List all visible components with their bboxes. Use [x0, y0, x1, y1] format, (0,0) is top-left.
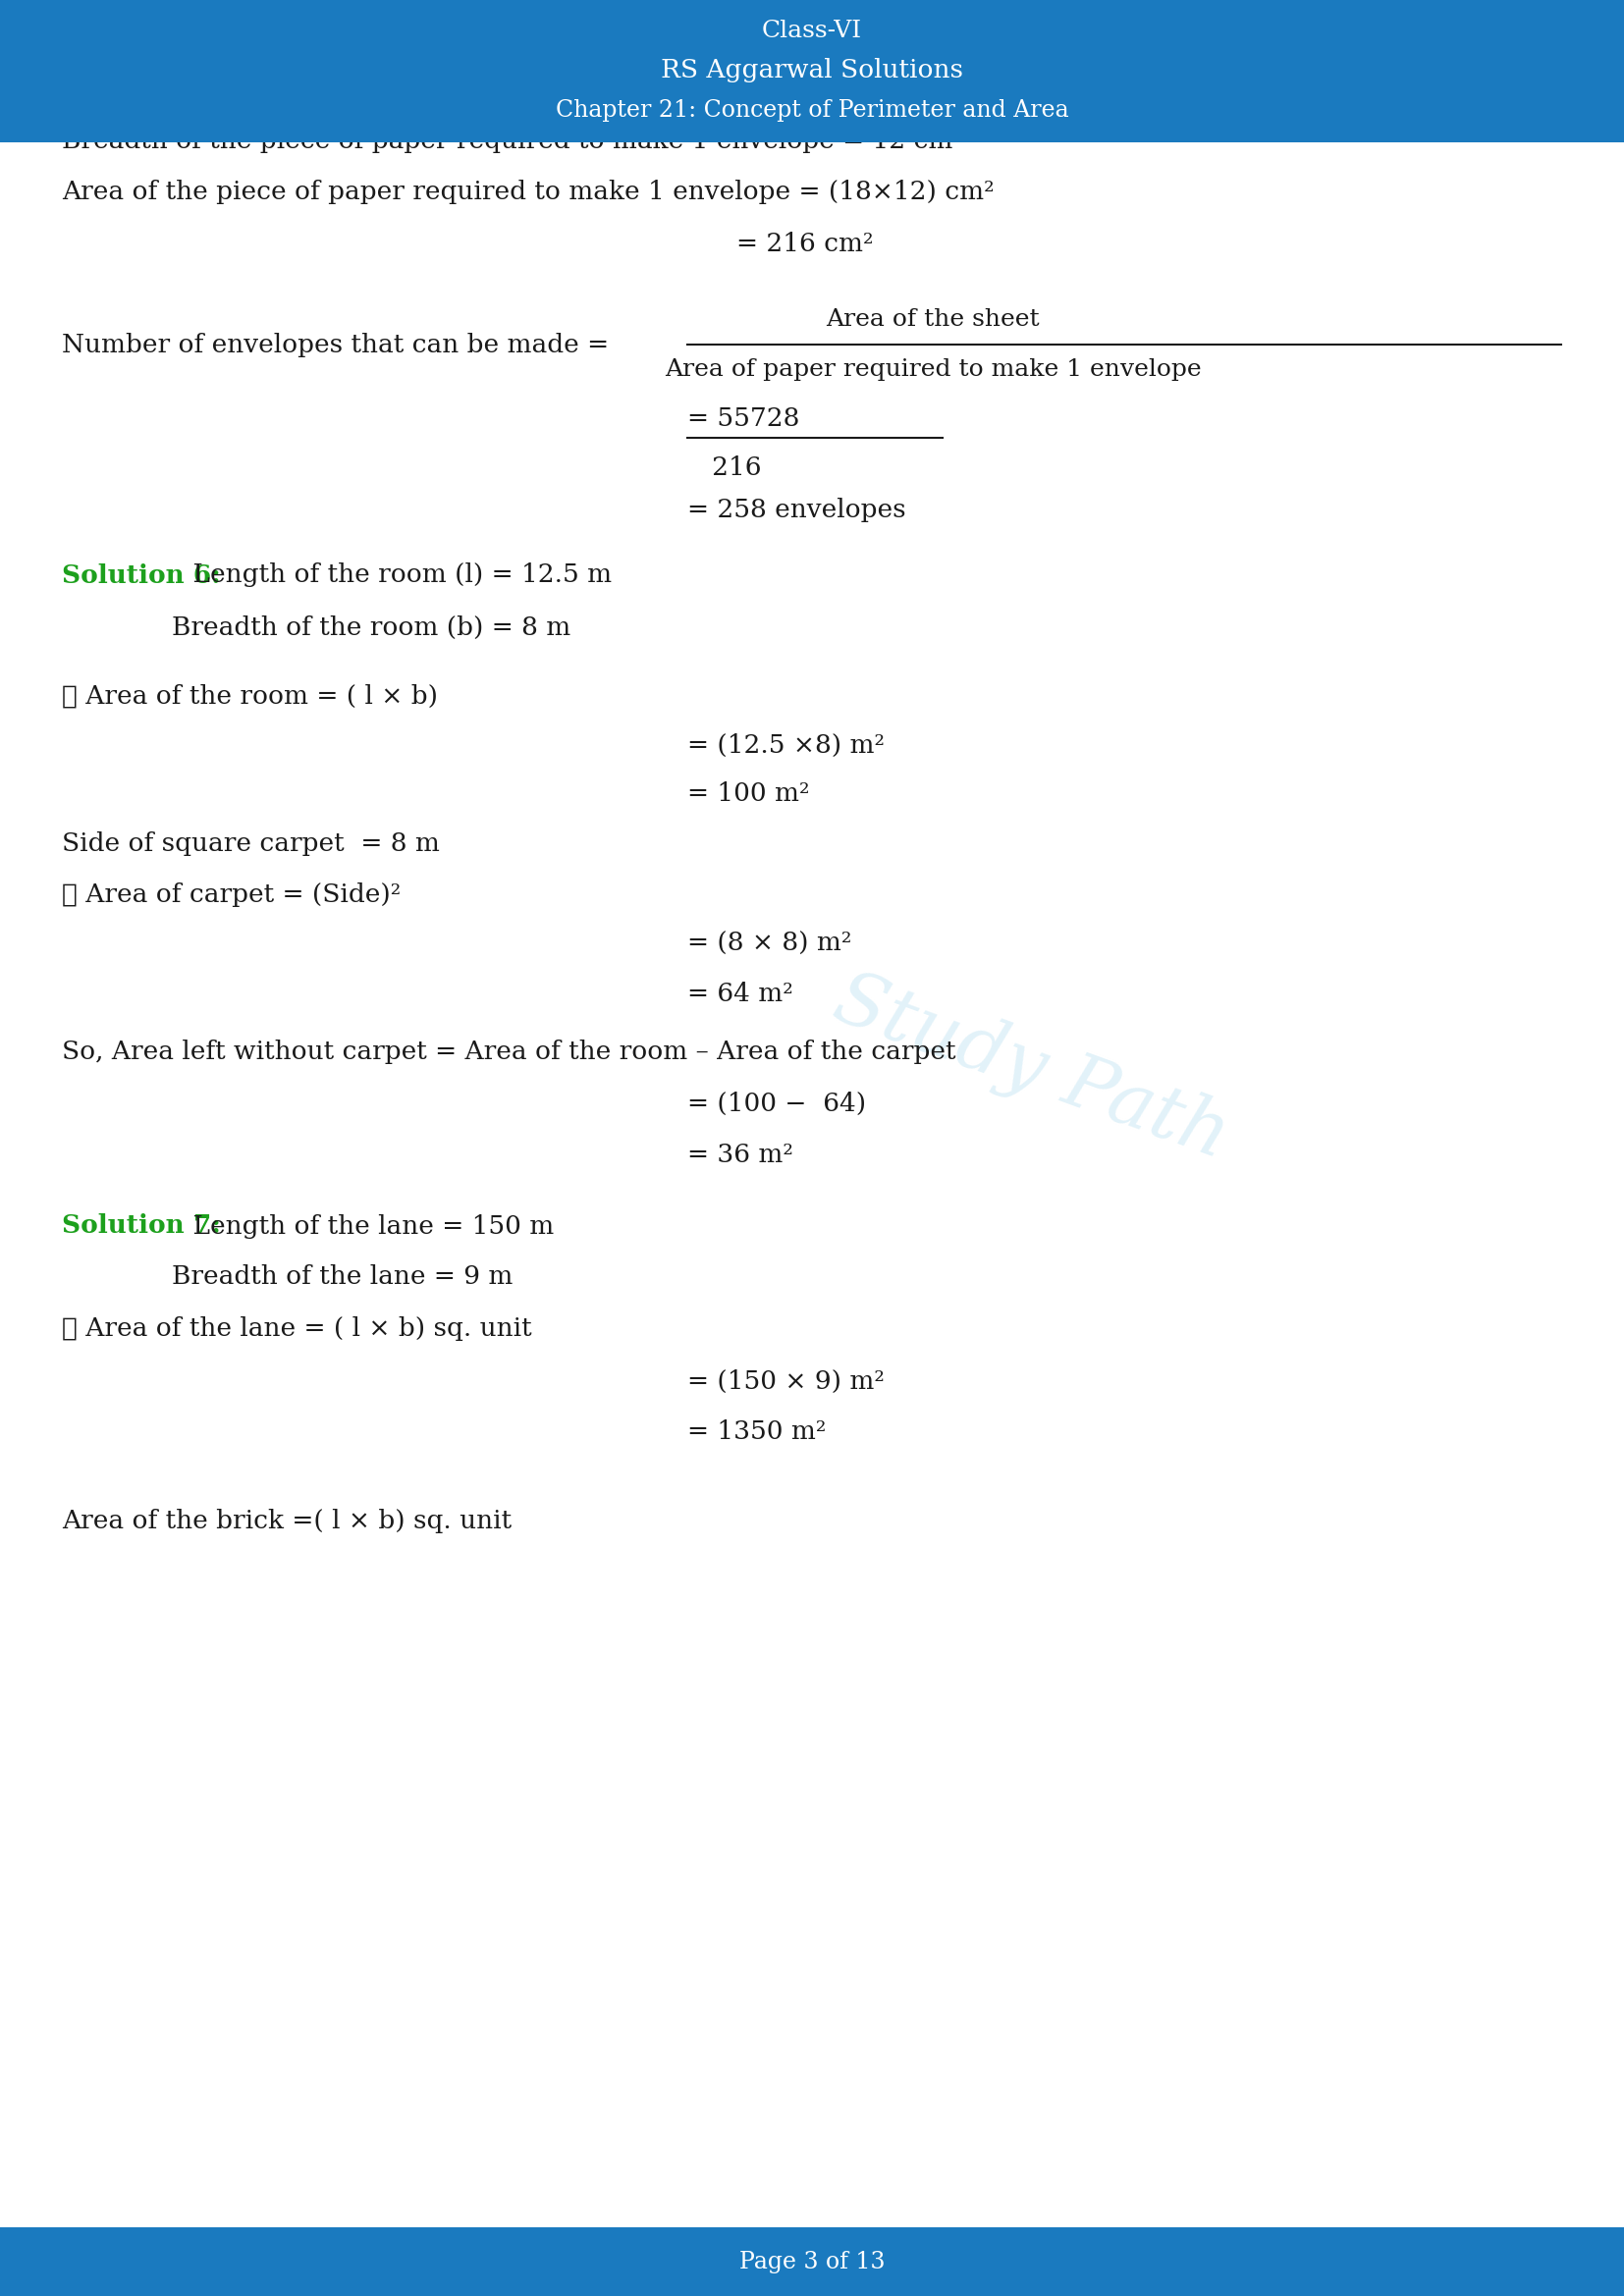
- Text: = 64 m²: = 64 m²: [687, 983, 793, 1006]
- Text: RS Aggarwal Solutions: RS Aggarwal Solutions: [661, 57, 963, 83]
- Text: = 216 cm²: = 216 cm²: [736, 232, 874, 257]
- Text: Breadth of the room (b) = 8 m: Breadth of the room (b) = 8 m: [172, 615, 570, 641]
- Text: = 100 m²: = 100 m²: [687, 783, 809, 806]
- Text: Area of paper required to make 1 envelope: Area of paper required to make 1 envelop…: [664, 358, 1202, 381]
- Text: ∴ Area of carpet = (Side)²: ∴ Area of carpet = (Side)²: [62, 882, 401, 907]
- Text: Area of the piece of paper required to make 1 envelope = (18×12) cm²: Area of the piece of paper required to m…: [62, 179, 994, 204]
- Text: = (150 × 9) m²: = (150 × 9) m²: [687, 1368, 885, 1394]
- Text: = 55728: = 55728: [687, 406, 799, 429]
- Text: Class-VI: Class-VI: [762, 21, 862, 44]
- Text: Breadth of the piece of paper required to make 1 envelope = 12 cm: Breadth of the piece of paper required t…: [62, 129, 953, 154]
- Text: Study Path: Study Path: [823, 964, 1239, 1176]
- Text: Side of square carpet  = 8 m: Side of square carpet = 8 m: [62, 831, 440, 856]
- Text: Breadth of the lane = 9 m: Breadth of the lane = 9 m: [172, 1265, 513, 1290]
- Text: Length of the lane = 150 m: Length of the lane = 150 m: [185, 1215, 554, 1238]
- Text: = 36 m²: = 36 m²: [687, 1141, 793, 1166]
- Bar: [0, 2227, 1624, 2296]
- Text: ∴ Area of the room = ( l × b): ∴ Area of the room = ( l × b): [62, 684, 438, 707]
- Text: So, Area left without carpet = Area of the room – Area of the carpet: So, Area left without carpet = Area of t…: [62, 1040, 957, 1063]
- Text: Area of the sheet: Area of the sheet: [827, 308, 1039, 331]
- Text: Area of the brick =( l × b) sq. unit: Area of the brick =( l × b) sq. unit: [62, 1508, 512, 1534]
- Text: Length of the room (l) = 12.5 m: Length of the room (l) = 12.5 m: [185, 563, 612, 588]
- Text: = (12.5 ×8) m²: = (12.5 ×8) m²: [687, 732, 885, 758]
- Text: Solution 6:: Solution 6:: [62, 563, 221, 588]
- Bar: [0, 0, 1624, 142]
- Text: Number of envelopes that can be made =: Number of envelopes that can be made =: [62, 333, 609, 356]
- Text: 216: 216: [687, 455, 762, 480]
- Text: ∴ Area of the lane = ( l × b) sq. unit: ∴ Area of the lane = ( l × b) sq. unit: [62, 1318, 531, 1341]
- Text: Page 3 of 13: Page 3 of 13: [739, 2250, 885, 2273]
- Text: = (8 × 8) m²: = (8 × 8) m²: [687, 932, 851, 955]
- Text: = 258 envelopes: = 258 envelopes: [687, 498, 906, 521]
- Text: Chapter 21: Concept of Perimeter and Area: Chapter 21: Concept of Perimeter and Are…: [555, 99, 1069, 122]
- Text: = 1350 m²: = 1350 m²: [687, 1419, 827, 1444]
- Text: = (100 −  64): = (100 − 64): [687, 1091, 866, 1116]
- Text: Solution 7:: Solution 7:: [62, 1215, 221, 1238]
